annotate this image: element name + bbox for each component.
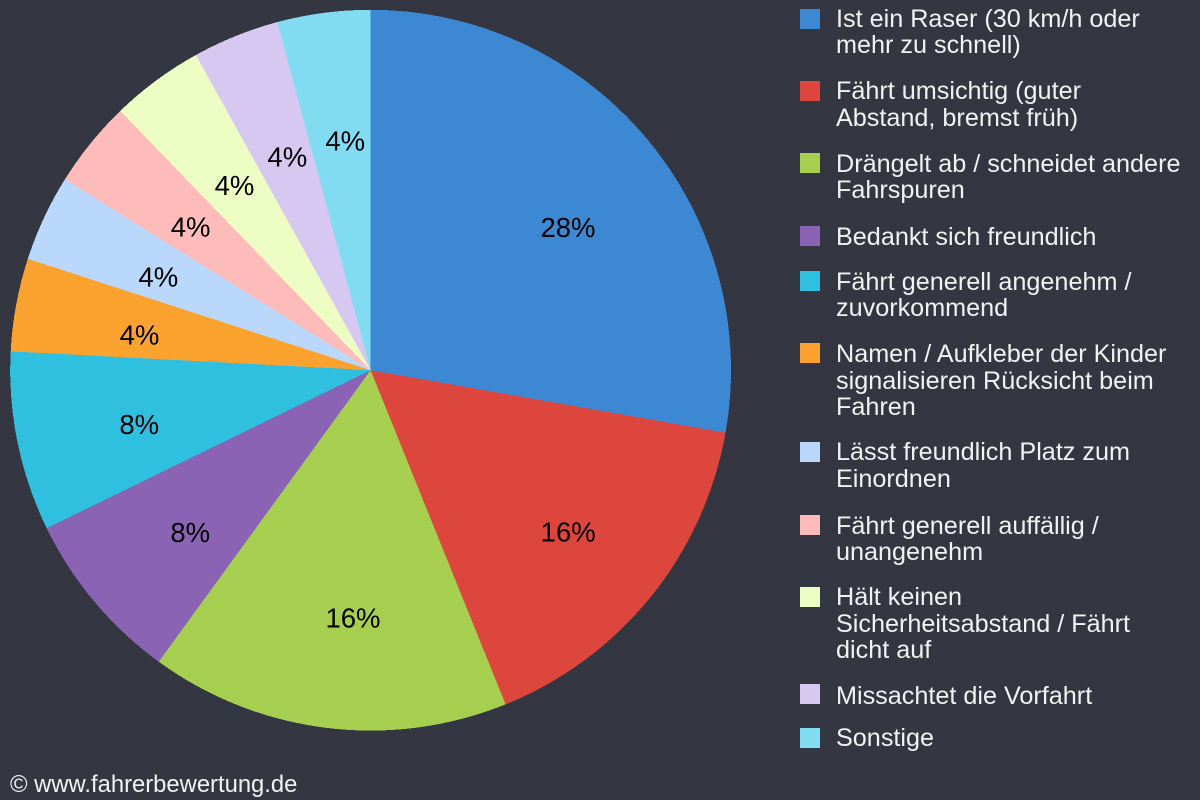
svg-text:4%: 4% xyxy=(120,320,160,351)
svg-text:4%: 4% xyxy=(215,170,255,201)
svg-text:16%: 16% xyxy=(541,517,596,548)
svg-text:4%: 4% xyxy=(138,262,178,293)
svg-text:4%: 4% xyxy=(325,126,365,157)
svg-text:4%: 4% xyxy=(171,212,211,243)
svg-text:28%: 28% xyxy=(540,212,595,243)
svg-text:8%: 8% xyxy=(119,409,159,440)
svg-text:16%: 16% xyxy=(325,602,380,633)
svg-text:8%: 8% xyxy=(170,517,210,548)
svg-text:4%: 4% xyxy=(267,141,307,172)
